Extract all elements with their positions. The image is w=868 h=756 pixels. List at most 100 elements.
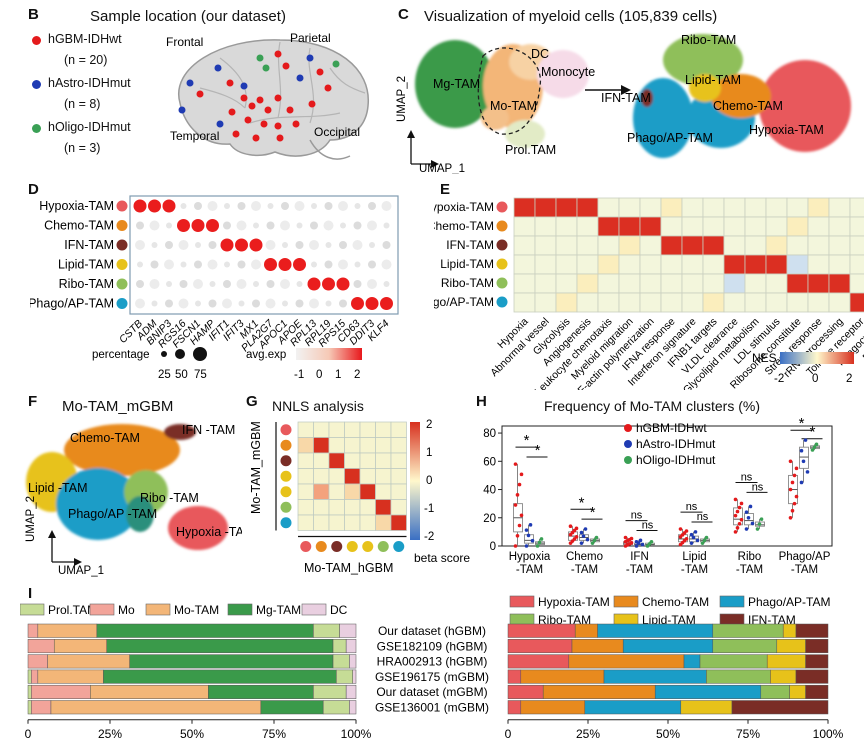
g-cell (390, 483, 407, 500)
i-dataset-label: GSE196175 (mGBM) (375, 670, 489, 684)
h-point (638, 538, 643, 543)
d-dot (149, 220, 160, 231)
d-dot (251, 201, 261, 211)
d-dot (266, 280, 275, 288)
d-dot (309, 298, 319, 309)
e-tick-2: 2 (846, 373, 852, 385)
i-right-legend-swatch (719, 595, 745, 608)
legend-hgbm-n: (n = 20) (64, 53, 108, 67)
e-row-label: Hypoxia-TAM (434, 200, 494, 214)
e-cell (765, 235, 788, 256)
e-cell (786, 292, 809, 313)
e-row-dot (496, 201, 508, 213)
e-cell (597, 235, 620, 256)
d-dot (195, 242, 201, 248)
h-point (810, 448, 815, 452)
e-row-label: Chemo-TAM (434, 219, 494, 233)
e-cell (723, 292, 746, 313)
g-cell (313, 437, 330, 454)
d-dot (135, 240, 145, 250)
d-legend-avgexp: avg.exp (246, 349, 286, 361)
panel-label-i: I (28, 585, 33, 602)
i-left-bar-segment (106, 639, 334, 654)
d-dot (278, 258, 292, 271)
i-right-bar-segment (507, 639, 573, 654)
h-point (794, 494, 799, 499)
d-dot (253, 222, 259, 229)
e-row-label: Ribo-TAM (441, 276, 494, 290)
g-cell (375, 452, 392, 469)
d-dot (311, 203, 317, 209)
i-right-bar-segment (795, 623, 829, 638)
i-right-bar-segment (782, 623, 797, 638)
g-xlabel: Mo-TAM_hGBM (304, 561, 393, 575)
e-cell (513, 273, 536, 294)
g-cell (313, 468, 330, 485)
panel-e-heatmap: Hypoxia-TAM Chemo-TAM IFN-TAM Lipid-TAM Ribo… (434, 197, 864, 390)
d-dot (351, 297, 364, 310)
h-point (678, 527, 683, 531)
h-point (689, 532, 694, 537)
h-category-label-2: -TAM (571, 564, 598, 576)
i-right-legend-label: Chemo-TAM (642, 595, 709, 609)
f-label-ifn: IFN -TAM (182, 423, 235, 437)
d-dot (339, 241, 347, 249)
i-right-bar-segment (622, 639, 714, 654)
h-point (537, 540, 542, 545)
g-cell (359, 499, 376, 516)
d-size-50: 50 (175, 369, 188, 381)
d-dot (353, 280, 362, 288)
h-point (799, 480, 804, 485)
i-left-legend-label: Mo-TAM (174, 603, 219, 617)
g-col-dot (315, 541, 327, 552)
g-cell (375, 421, 392, 438)
umap-label-mg: Mg-TAM (433, 77, 480, 91)
d-dot (311, 261, 317, 268)
d-dot (267, 203, 274, 209)
umap-label-monocyte: Monocyte (541, 65, 595, 79)
d-dot (166, 222, 172, 229)
f-label-hypoxia: Hypoxia -TAM (176, 525, 242, 539)
d-dot (164, 259, 174, 270)
i-left-bar-segment (345, 684, 357, 699)
e-cell (534, 197, 557, 218)
i-xtick: 25% (98, 727, 122, 741)
g-row-dot (280, 424, 292, 436)
h-point (801, 459, 806, 464)
d-dot (352, 240, 363, 250)
d-dot (133, 199, 147, 213)
umap-label-ribo: Ribo-TAM (681, 33, 736, 47)
e-cell (639, 235, 662, 256)
e-cell (534, 273, 557, 294)
e-cell (576, 216, 599, 237)
e-cell (765, 254, 788, 275)
h-sig: * (590, 504, 596, 521)
d-dot (209, 281, 216, 287)
e-cell (681, 197, 704, 218)
g-cell (313, 421, 330, 438)
i-xtick: 50% (180, 727, 204, 741)
g-cell (344, 421, 361, 438)
g-row-dot (280, 517, 292, 529)
d-dot (295, 241, 304, 249)
h-point (594, 535, 599, 540)
h-point (748, 504, 753, 509)
i-xtick: 0 (505, 727, 512, 741)
h-point (759, 517, 764, 521)
e-cell (597, 254, 620, 275)
d-dot (296, 222, 303, 229)
g-cell (344, 468, 361, 485)
h-legend-hastro: hAstro-IDHmut (636, 437, 716, 451)
e-cell (534, 254, 557, 275)
i-left-bar-segment (90, 684, 209, 699)
e-cell (555, 273, 578, 294)
h-sig: * (524, 432, 530, 449)
i-right-bar-segment (654, 684, 762, 699)
d-dot (194, 260, 202, 269)
h-legend-holigo: hOligo-IDHmut (636, 453, 716, 467)
panel-g-title: NNLS analysis (272, 398, 364, 414)
i-left-bar-segment (103, 669, 337, 684)
i-left-legend-label: Mo (118, 603, 135, 617)
i-right-bar-segment (584, 700, 682, 715)
d-dot (251, 259, 261, 270)
